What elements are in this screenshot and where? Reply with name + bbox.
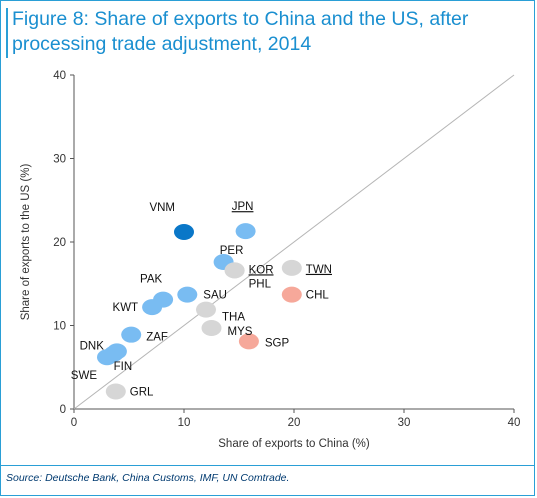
source-divider: [0, 465, 535, 466]
point-chl: [281, 286, 302, 303]
point-label-dnk: DNK: [80, 340, 105, 352]
point-kwt: [142, 299, 163, 316]
point-vnm: [174, 223, 194, 240]
point-label-sgp: SGP: [265, 337, 290, 349]
point-mys: [201, 320, 222, 337]
y-tick-label: 10: [53, 321, 66, 333]
title-accent-bar: [6, 8, 8, 58]
point-tha: [196, 301, 216, 318]
x-tick-label: 30: [398, 417, 411, 429]
labels-layer: VNM JPN PER KOR PHL TWN CHL PAK SAU KWT THA MYS ZAF S…: [71, 201, 332, 398]
point-label-swe: SWE: [71, 370, 98, 382]
point-label-mys: MYS: [228, 326, 253, 338]
y-tick-label: 0: [60, 404, 66, 416]
y-axis-label: Share of exports to the US (%): [20, 164, 32, 321]
x-tick-label: 0: [71, 417, 77, 429]
point-label-tha: THA: [222, 312, 245, 324]
y-tick-label: 40: [53, 70, 66, 82]
point-label-vnm: VNM: [149, 202, 175, 214]
point-label-sau: SAU: [203, 290, 227, 302]
y-tick-label: 30: [53, 154, 66, 166]
point-label-per: PER: [220, 245, 244, 257]
point-grl: [105, 383, 126, 400]
source-note: Source: Deutsche Bank, China Customs, IM…: [6, 472, 290, 484]
point-zaf: [121, 326, 142, 343]
point-jpn: [235, 223, 256, 240]
x-tick-label: 40: [508, 417, 521, 429]
point-twn: [281, 259, 302, 276]
figure-title: Figure 8: Share of exports to China and …: [12, 8, 469, 55]
point-label-grl: GRL: [130, 386, 154, 398]
x-axis-label: Share of exports to China (%): [218, 438, 370, 450]
x-tick-label: 10: [178, 417, 191, 429]
title-box: Figure 8: Share of exports to China and …: [0, 0, 535, 64]
scatter-chart: 0 10 20 30 40 0 10 20 30 40 VNM JPN PER KOR PHL TWN CHL…: [20, 70, 520, 450]
chart-axes: 0 10 20 30 40 0 10 20 30 40: [53, 70, 520, 429]
point-sau: [177, 286, 198, 303]
y-tick-label: 20: [53, 237, 66, 249]
point-label-jpn: JPN: [232, 201, 254, 213]
point-label-twn: TWN: [306, 264, 332, 276]
point-label-phl: PHL: [249, 278, 272, 290]
point-label-kor: KOR: [249, 264, 274, 276]
point-sgp: [238, 333, 259, 350]
point-phl: [224, 262, 245, 279]
point-label-kwt: KWT: [113, 302, 139, 314]
diagonal-reference-line: [73, 74, 515, 410]
points-layer: [97, 223, 302, 400]
point-label-zaf: ZAF: [146, 332, 168, 344]
point-label-pak: PAK: [140, 274, 162, 286]
point-label-fin: FIN: [114, 361, 133, 373]
point-label-chl: CHL: [306, 290, 330, 302]
x-tick-label: 20: [288, 417, 301, 429]
point-swe: [97, 349, 117, 366]
diagonal-layer: [73, 74, 515, 410]
